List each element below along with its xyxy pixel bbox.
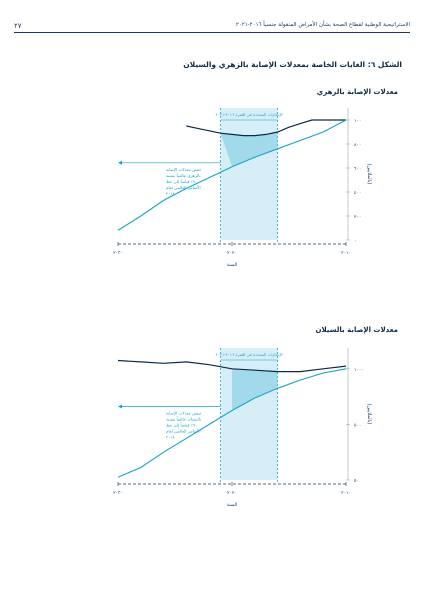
running-header: الاستراتيجية الوطنية لقطاع الصحة بشأن ال…: [235, 22, 410, 28]
series-line-baseline: [186, 119, 346, 137]
annotation-text: خفض معدلات الإصابة بالسيلان عالمياً بنسبة…: [166, 411, 202, 440]
y-tick-label: ١٠٠: [354, 119, 361, 124]
x-tick-label: ٢٠٢٠: [227, 251, 237, 256]
y-axis-label: (بالملايين): [366, 164, 372, 185]
y-tick-label: ٥٠: [354, 479, 359, 484]
target-window-label: الإنجازات المحددة في الفترة ٢٠١٦-٢٠٢١: [216, 352, 283, 358]
target-gap-area: [232, 368, 278, 411]
annotation-line: الأساس العالمي لعام: [166, 429, 201, 434]
target-window-label: الإنجازات المحددة في الفترة ٢٠١٦-٢٠٢١: [216, 112, 283, 118]
syphilis-chart: ٠ ٢٠٠ ٤٠٠ ٦٠٠ ٨٠٠ ١٠٠ (بالملايين) ٢٠١٠ ٢٠٢٠ ٢٠٣٠ ا…: [113, 108, 372, 268]
y-tick-label: ١٠٠٠: [354, 368, 364, 373]
y-axis-label: (بالملايين): [366, 404, 372, 425]
annotation-arrowhead: [118, 160, 122, 165]
page-number: ٢٧: [14, 22, 22, 30]
y-tick-label: ٥٠٠: [354, 423, 361, 428]
x-tick-label: ٢٠٣٠: [113, 250, 123, 256]
y-tick-label: ٤٠٠: [354, 191, 361, 196]
chart-2-title: معدلات الإصابة بالسيلان: [315, 326, 398, 334]
annotation-arrowhead: [118, 404, 122, 409]
series-line-baseline: [117, 359, 347, 373]
annotation-line: ٩٠٪ قياساً إلى خط: [166, 422, 197, 429]
annotation-line: بالزهري عالمياً بنسبة: [166, 172, 201, 178]
annotation-line: ٢٠١٨: [166, 191, 175, 196]
annotation-line: بالسيلان عالمياً بنسبة: [166, 416, 201, 422]
x-tick-label: ٢٠١٠: [341, 251, 351, 256]
y-tick-label: ٨٠٠: [354, 143, 361, 148]
series-line-projection: [117, 368, 347, 478]
annotation-line: ٢٠١٨: [166, 435, 175, 440]
annotation-line: ٩٠٪ قياساً إلى خط: [166, 178, 197, 185]
header-rule: [14, 32, 410, 33]
y-tick-label: ٢٠٠: [354, 215, 361, 220]
x-axis-label: السنة: [227, 263, 237, 268]
series-line-projection: [117, 119, 347, 231]
target-window-shade: [220, 108, 278, 240]
chart-1-title: معدلات الإصابة بالزهري: [316, 88, 398, 96]
y-tick-label: ٦٠٠: [354, 167, 361, 172]
x-axis-label: السنة: [227, 503, 237, 508]
annotation-text: خفض معدلات الإصابة بالزهري عالمياً بنسبة ٩…: [166, 167, 202, 196]
target-gap-area: [220, 132, 278, 167]
gonorrhoea-chart: ٥٠ ٥٠٠ ١٠٠٠ (بالملايين) ٢٠١٠ ٢٠٢٠ ٢٠٣٠ السنة الإ…: [113, 348, 372, 508]
annotation-line: خفض معدلات الإصابة: [166, 167, 202, 173]
x-tick-label: ٢٠١٠: [341, 491, 351, 496]
x-tick-label: ٢٠٢٠: [227, 491, 237, 496]
y-tick-label: ٠: [354, 239, 356, 244]
annotation-line: خفض معدلات الإصابة: [166, 411, 202, 417]
annotation-line: الأساس العالمي لعام: [166, 185, 201, 190]
x-tick-label: ٢٠٣٠: [113, 490, 123, 496]
figure-title: الشكل ٦: الغايات الخاصة بمعدلات الإصابة …: [183, 60, 402, 69]
